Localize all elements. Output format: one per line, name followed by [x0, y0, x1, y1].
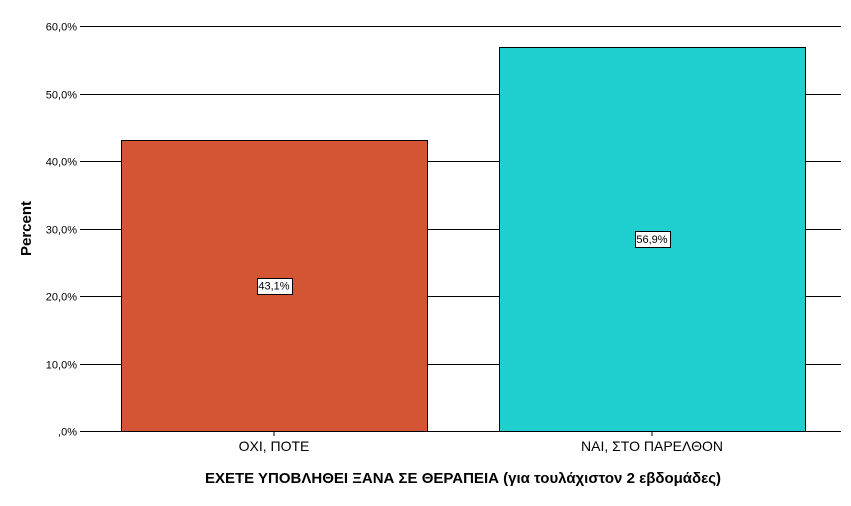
data-label: 43,1%: [258, 281, 289, 293]
y-axis-title: Percent: [18, 201, 35, 256]
data-label-box: [635, 231, 671, 248]
x-tick-label: ΟΧΙ, ΠΟΤΕ: [239, 438, 310, 454]
y-tick-label: 50,0%: [46, 90, 77, 102]
y-tick-label: 20,0%: [46, 292, 77, 304]
bars: 43,1% 56,9%: [121, 47, 806, 432]
y-tick-label: ,0%: [58, 427, 77, 439]
x-axis-ticks: ΟΧΙ, ΠΟΤΕ ΝΑΙ, ΣΤΟ ΠΑΡΕΛΘΟΝ: [239, 431, 723, 454]
x-axis-title: ΕΧΕΤΕ ΥΠΟΒΛΗΘΕΙ ΞΑΝΑ ΣΕ ΘΕΡΑΠΕΙΑ (για το…: [205, 470, 721, 487]
y-tick-label: 10,0%: [46, 360, 77, 372]
y-tick-label: 30,0%: [46, 225, 77, 237]
data-label-box: [257, 278, 293, 295]
y-tick-label: 40,0%: [46, 157, 77, 169]
data-label: 56,9%: [636, 234, 667, 246]
y-axis-ticks: ,0% 10,0% 20,0% 30,0% 40,0% 50,0% 60,0%: [46, 22, 85, 439]
x-tick-label: ΝΑΙ, ΣΤΟ ΠΑΡΕΛΘΟΝ: [581, 438, 723, 454]
y-tick-label: 60,0%: [46, 22, 77, 34]
